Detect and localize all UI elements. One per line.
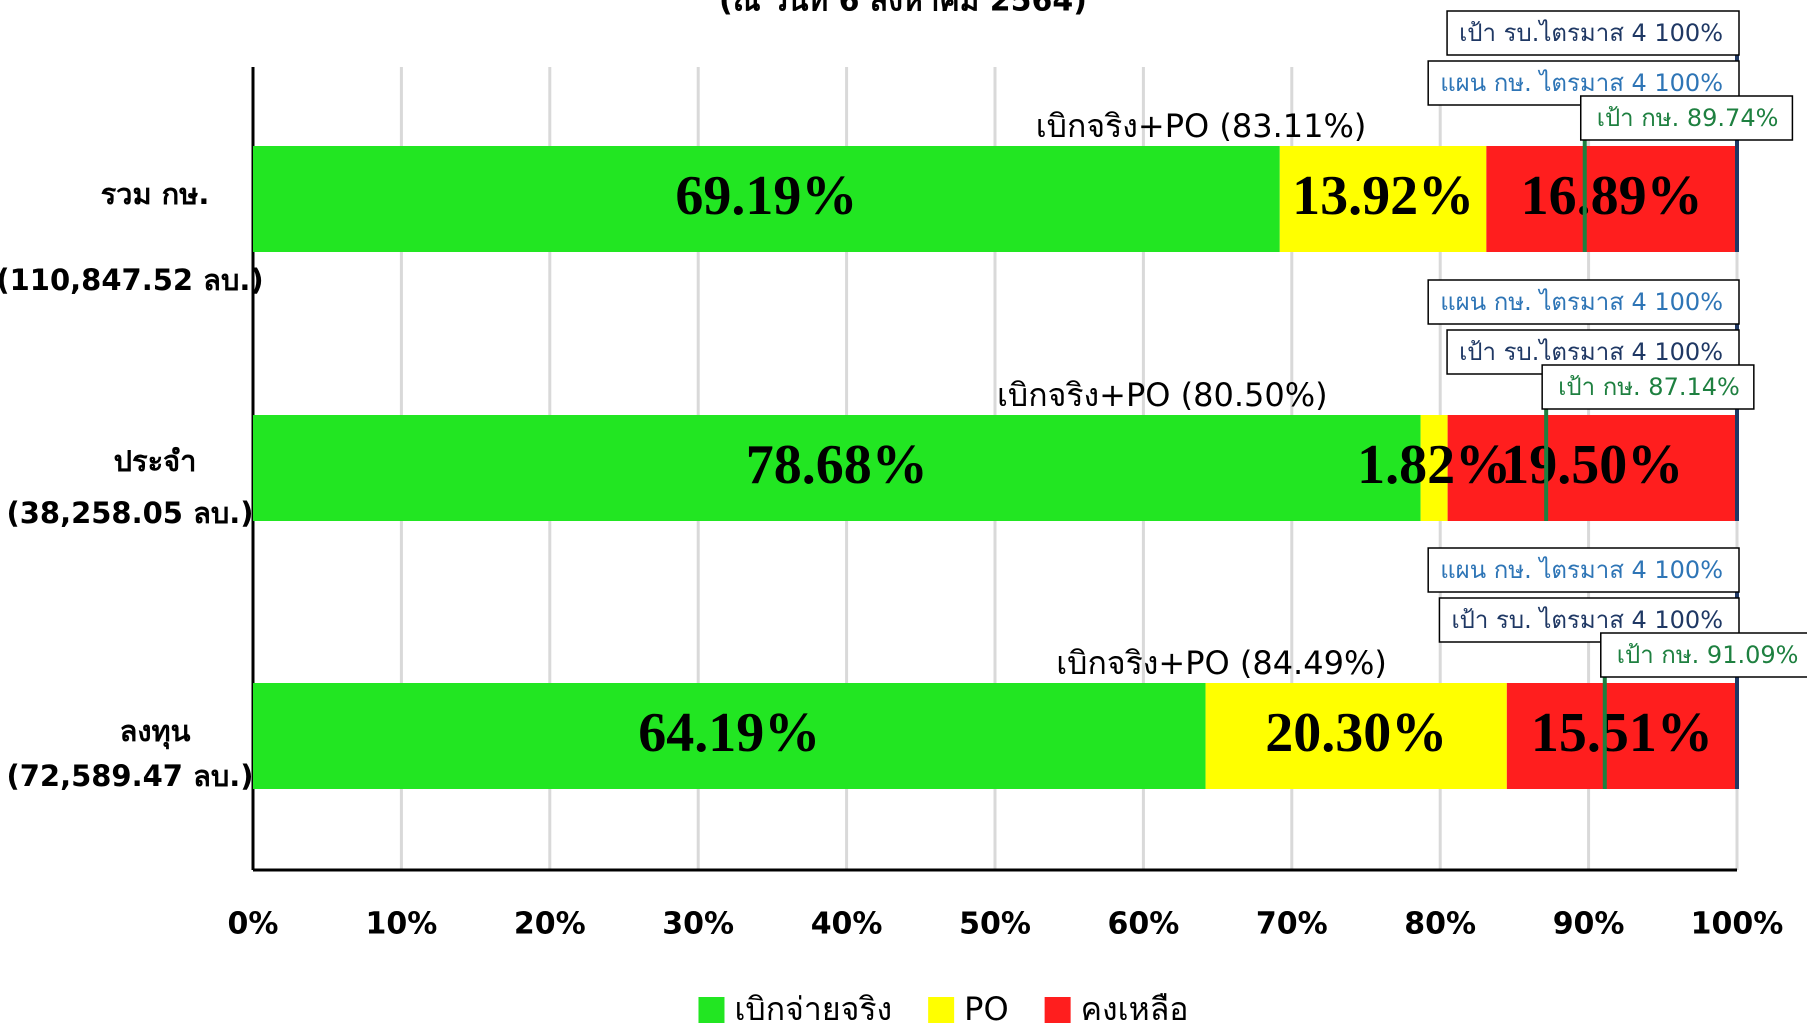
target: เป้า กษ. 89.74% (1579, 95, 1794, 141)
bar-segment (1486, 146, 1737, 252)
x-tick-label: 30% (662, 907, 734, 942)
note-box (1427, 547, 1740, 593)
sum-annotation: เบิกจริง+PO (84.49%) (1056, 644, 1387, 682)
target-text: เป้า กษ. 87.14% (1558, 373, 1740, 401)
bar-segment (1205, 683, 1507, 789)
legend-label: เบิกจ่ายจริง (734, 990, 892, 1028)
target-text: เป้า กษ. 89.74% (1597, 104, 1779, 132)
category-amount: (72,589.47 ลบ.) (6, 759, 253, 793)
bar-segment (253, 146, 1280, 252)
target: เป้า กษ. 91.09% (1600, 632, 1807, 678)
target-box (1579, 95, 1794, 141)
category-amount: (38,258.05 ลบ.) (6, 496, 253, 530)
target-text: เป้า กษ. 91.09% (1617, 641, 1799, 669)
x-tick-label: 90% (1553, 907, 1625, 942)
bar-segment (1420, 415, 1448, 521)
note-box (1446, 10, 1740, 56)
chart-subtitle: (ณ วันที่ 6 สิงหาคม 2564) (719, 0, 1087, 19)
bar-segment (253, 415, 1421, 521)
target: เป้า กษ. 87.14% (1541, 364, 1755, 410)
x-tick-label: 0% (228, 907, 279, 942)
category-amount: (110,847.52 ลบ.) (0, 263, 264, 297)
target-box (1600, 632, 1807, 678)
legend-swatch (928, 997, 955, 1023)
legend: เบิกจ่ายจริง PO คงเหลือ (698, 990, 1189, 1028)
target-box (1541, 364, 1755, 410)
legend-swatch (1044, 997, 1071, 1023)
note-text: แผน กษ. ไตรมาส 4 100% (1440, 69, 1723, 97)
x-tick-label: 20% (514, 907, 586, 942)
sum-annotation: เบิกจริง+PO (83.11%) (1036, 107, 1367, 145)
category-label: ลงทุน (120, 714, 191, 749)
x-tick-label: 40% (811, 907, 883, 942)
bar-segment (1506, 683, 1737, 789)
value-label: 69.19% (675, 165, 857, 227)
value-label: 13.92% (1292, 165, 1474, 227)
x-tick-label: 80% (1404, 907, 1476, 942)
value-label: 16.89% (1521, 165, 1703, 227)
bar-segment (253, 683, 1206, 789)
x-tick-label: 10% (365, 907, 437, 942)
category-label: ประจำ (114, 444, 197, 478)
legend-swatch (698, 997, 725, 1023)
legend-label: คงเหลือ (1081, 990, 1189, 1028)
value-label: 15.51% (1531, 702, 1713, 764)
bar-segment (1447, 415, 1737, 521)
bar-segment (1279, 146, 1487, 252)
value-label: 64.19% (638, 702, 820, 764)
note-text: แผน กษ. ไตรมาส 4 100% (1440, 556, 1723, 584)
x-tick-label: 50% (959, 907, 1031, 942)
note: เป้า รบ.ไตรมาส 4 100% (1446, 10, 1740, 56)
sum-annotation: เบิกจริง+PO (80.50%) (997, 376, 1328, 414)
note: แผน กษ. ไตรมาส 4 100% (1427, 279, 1740, 325)
note-box (1427, 279, 1740, 325)
note-text: เป้า รบ.ไตรมาส 4 100% (1459, 19, 1723, 47)
x-tick-label: 70% (1256, 907, 1328, 942)
category-label: รวม กษ. (101, 177, 210, 211)
legend-label: PO (964, 990, 1008, 1028)
note-text: เป้า รบ.ไตรมาส 4 100% (1459, 338, 1723, 366)
note-text: เป้า รบ. ไตรมาส 4 100% (1451, 606, 1723, 634)
x-tick-label: 60% (1107, 907, 1179, 942)
value-label: 20.30% (1265, 702, 1447, 764)
value-label: 78.68% (746, 434, 928, 496)
value-label: 1.82% (1357, 434, 1511, 496)
x-tick-label: 100% (1691, 907, 1784, 942)
note: แผน กษ. ไตรมาส 4 100% (1427, 547, 1740, 593)
value-label: 19.50% (1501, 434, 1683, 496)
note-text: แผน กษ. ไตรมาส 4 100% (1440, 288, 1723, 316)
